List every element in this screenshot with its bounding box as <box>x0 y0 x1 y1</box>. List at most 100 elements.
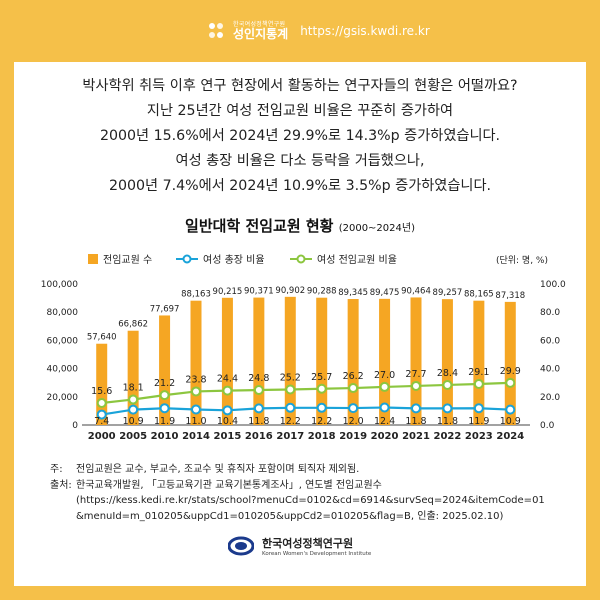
point-female-president-ratio <box>316 402 327 413</box>
point-female-faculty-ratio <box>411 380 421 391</box>
y-left-tick-label: 60,000 <box>47 336 79 346</box>
legend-swatch-faculty <box>88 254 98 264</box>
x-tick-label: 2024 <box>496 431 524 442</box>
point-female-president-ratio <box>96 409 107 420</box>
president-ratio-label: 11.9 <box>468 416 489 427</box>
site-url-link[interactable]: https://gsis.kwdi.re.kr <box>300 24 430 38</box>
y-left-tick-label: 20,000 <box>47 393 79 403</box>
point-female-faculty-ratio <box>442 379 453 390</box>
chart-title-block: 일반대학 전임교원 현황 (2000~2024년) <box>0 215 600 236</box>
bar-value-label: 88,163 <box>181 290 211 300</box>
point-female-president-ratio <box>128 404 139 415</box>
point-female-faculty-ratio <box>159 390 170 401</box>
org-name-kr: 한국여성정책연구원 <box>262 537 354 550</box>
point-female-president-ratio <box>222 405 233 416</box>
bar-faculty-count <box>159 315 171 425</box>
female-ratio-label: 18.1 <box>123 382 144 393</box>
brand-subtitle: 한국여성정책연구원 <box>233 20 286 28</box>
point-female-president-ratio <box>348 403 359 414</box>
president-ratio-label: 12.2 <box>280 416 301 427</box>
president-ratio-label: 7.4 <box>94 416 109 427</box>
intro-line: 2000년 15.6%에서 2024년 29.9%로 14.3%p 증가하였습니… <box>99 128 501 144</box>
president-ratio-label: 11.8 <box>405 416 426 427</box>
line-female-faculty-ratio <box>101 381 511 405</box>
point-female-president-ratio <box>159 403 170 414</box>
x-tick-label: 2023 <box>465 431 493 442</box>
chart-notes: 주: 전임교원은 교수, 부교수, 조교수 및 휴직자 포함이며 퇴직자 제외됨… <box>50 462 570 524</box>
bar-faculty-count <box>221 297 233 425</box>
president-ratio-label: 10.4 <box>217 416 238 427</box>
y-right-tick-label: 60.0 <box>540 336 560 346</box>
president-ratio-label: 11.8 <box>248 416 269 427</box>
point-female-faculty-ratio <box>285 384 296 395</box>
kwdi-emblem-icon <box>228 536 254 556</box>
point-female-faculty-ratio <box>379 381 390 392</box>
point-female-president-ratio <box>473 403 484 414</box>
y-right-tick-label: 0.0 <box>540 421 555 431</box>
x-tick-label: 2018 <box>308 431 336 442</box>
point-female-president-ratio <box>411 403 421 414</box>
point-female-president-ratio <box>285 402 296 413</box>
bar-value-label: 88,165 <box>464 290 494 300</box>
bar-faculty-count <box>284 296 296 425</box>
y-left-tick-label: 100,000 <box>41 280 78 290</box>
bar-value-label: 66,862 <box>118 320 148 330</box>
point-female-president-ratio <box>253 403 264 414</box>
president-ratio-label: 11.0 <box>185 416 206 427</box>
president-ratio-label: 10.9 <box>500 416 521 427</box>
point-female-faculty-ratio <box>253 385 264 396</box>
female-ratio-label: 15.6 <box>91 386 112 397</box>
point-female-president-ratio <box>442 403 453 414</box>
female-ratio-label: 28.4 <box>437 368 458 379</box>
point-female-faculty-ratio <box>128 394 139 405</box>
female-ratio-label: 24.4 <box>217 374 238 385</box>
chart-subtitle: (2000~2024년) <box>338 223 415 234</box>
bar-faculty-count <box>504 301 516 425</box>
y-left-tick-label: 0 <box>72 421 78 431</box>
kwdi-logo: 한국여성정책연구원 Korean Women's Development Ins… <box>228 535 371 557</box>
president-ratio-label: 11.8 <box>437 416 458 427</box>
line-series <box>96 377 516 420</box>
bar-value-label: 90,371 <box>244 287 274 297</box>
bar-faculty-count <box>190 300 202 425</box>
source-url-line[interactable]: &menuId=m_010205&uppCd1=010205&uppCd2=01… <box>76 510 504 522</box>
female-ratio-label: 26.2 <box>343 371 364 382</box>
bar-value-label: 57,640 <box>87 333 117 343</box>
legend-marker-president <box>182 254 192 264</box>
x-tick-label: 2019 <box>339 431 367 442</box>
note-label: 주: <box>50 464 63 475</box>
bar-faculty-count <box>253 297 265 425</box>
bar-value-label: 89,257 <box>433 288 463 298</box>
x-tick-label: 2017 <box>276 431 304 442</box>
note-text: 전임교원은 교수, 부교수, 조교수 및 휴직자 포함이며 퇴직자 제외됨. <box>76 464 360 475</box>
y-left-tick-label: 40,000 <box>47 365 79 375</box>
bar-faculty-count <box>316 297 328 425</box>
female-ratio-label: 24.8 <box>248 373 269 384</box>
source-text: 한국교육개발원, 「고등교육기관 교육기본통계조사」, 연도별 전임교원수 <box>76 479 382 491</box>
y-right-tick-label: 100.0 <box>540 280 566 290</box>
female-ratio-label: 21.2 <box>154 378 175 389</box>
point-female-faculty-ratio <box>96 398 107 409</box>
female-ratio-label: 29.1 <box>468 367 489 378</box>
female-ratio-label: 23.8 <box>185 374 206 385</box>
legend-label-president: 여성 총장 비율 <box>203 254 265 266</box>
intro-line: 2000년 7.4%에서 2024년 10.9%로 3.5%p 증가하였습니다. <box>108 178 492 194</box>
intro-text: 박사학위 취득 이후 연구 현장에서 활동하는 연구자들의 현황은 어떨까요? … <box>20 74 580 199</box>
female-ratio-label: 27.0 <box>374 370 395 381</box>
bar-series <box>96 296 516 425</box>
x-tick-label: 2005 <box>119 431 147 442</box>
point-female-faculty-ratio <box>222 385 233 396</box>
bar-value-label: 90,215 <box>213 287 243 297</box>
legend-label-female: 여성 전임교원 비율 <box>317 253 397 266</box>
bar-faculty-count <box>379 298 391 425</box>
intro-line: 박사학위 취득 이후 연구 현장에서 활동하는 연구자들의 현황은 어떨까요? <box>82 78 518 94</box>
x-tick-label: 2015 <box>214 431 242 442</box>
president-ratio-label: 11.9 <box>154 416 175 427</box>
x-tick-label: 2016 <box>245 431 273 442</box>
bar-faculty-count <box>347 299 359 425</box>
brand-name: 성인지통계 <box>233 26 289 41</box>
intro-line: 여성 총장 비율은 다소 등락을 거듭했으나, <box>175 153 425 169</box>
source-url-line[interactable]: (https://kess.kedi.re.kr/stats/school?me… <box>76 495 545 506</box>
